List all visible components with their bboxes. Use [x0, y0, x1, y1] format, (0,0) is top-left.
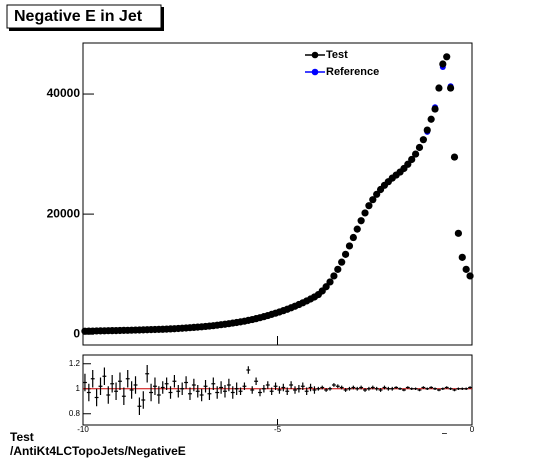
data-point	[443, 53, 451, 61]
chart-title: Negative E in Jet	[14, 8, 143, 25]
x-axis-label: Energy	[441, 431, 470, 441]
data-point	[462, 265, 470, 273]
data-point	[330, 272, 338, 280]
data-point	[345, 242, 354, 250]
data-point	[334, 265, 342, 273]
data-point	[408, 155, 416, 164]
data-point	[357, 217, 365, 225]
legend-label: Test	[326, 49, 348, 61]
data-point	[435, 84, 443, 92]
y-tick-label: 0	[73, 326, 80, 340]
y-tick-label: 1.2	[69, 359, 81, 368]
data-point	[466, 272, 474, 280]
data-point	[439, 60, 447, 68]
data-point	[447, 84, 455, 92]
data-point	[341, 250, 350, 258]
y-tick-label: 1	[76, 384, 81, 393]
x-tick-label: -10	[77, 425, 89, 434]
data-point	[361, 209, 369, 217]
data-point	[431, 105, 439, 113]
title-box	[6, 4, 162, 29]
data-point	[369, 196, 377, 204]
data-point	[338, 258, 346, 266]
data-point	[353, 225, 361, 233]
data-point	[411, 150, 420, 158]
data-point	[349, 233, 357, 242]
y-tick-label: 0.8	[69, 409, 81, 418]
x-tick-label: -5	[274, 425, 282, 434]
data-point	[450, 153, 459, 161]
data-point	[404, 160, 412, 168]
data-point	[419, 136, 427, 144]
data-point	[415, 143, 424, 152]
data-point	[423, 126, 431, 134]
data-point	[454, 229, 462, 237]
y-tick-label: 40000	[47, 86, 81, 100]
data-point	[373, 190, 381, 198]
main-frame	[82, 42, 473, 346]
legend-marker	[311, 51, 319, 59]
data-point	[326, 278, 334, 286]
data-point	[322, 283, 330, 291]
data-point	[427, 115, 435, 123]
data-point	[365, 202, 373, 210]
footer: Test	[10, 430, 34, 444]
y-tick-label: 20000	[47, 206, 81, 220]
legend-marker	[311, 68, 319, 76]
x-tick-label: 0	[470, 425, 475, 434]
legend-label: Reference	[326, 66, 379, 78]
footer: /AntiKt4LCTopoJets/NegativeE	[10, 444, 186, 458]
data-point	[458, 253, 466, 261]
